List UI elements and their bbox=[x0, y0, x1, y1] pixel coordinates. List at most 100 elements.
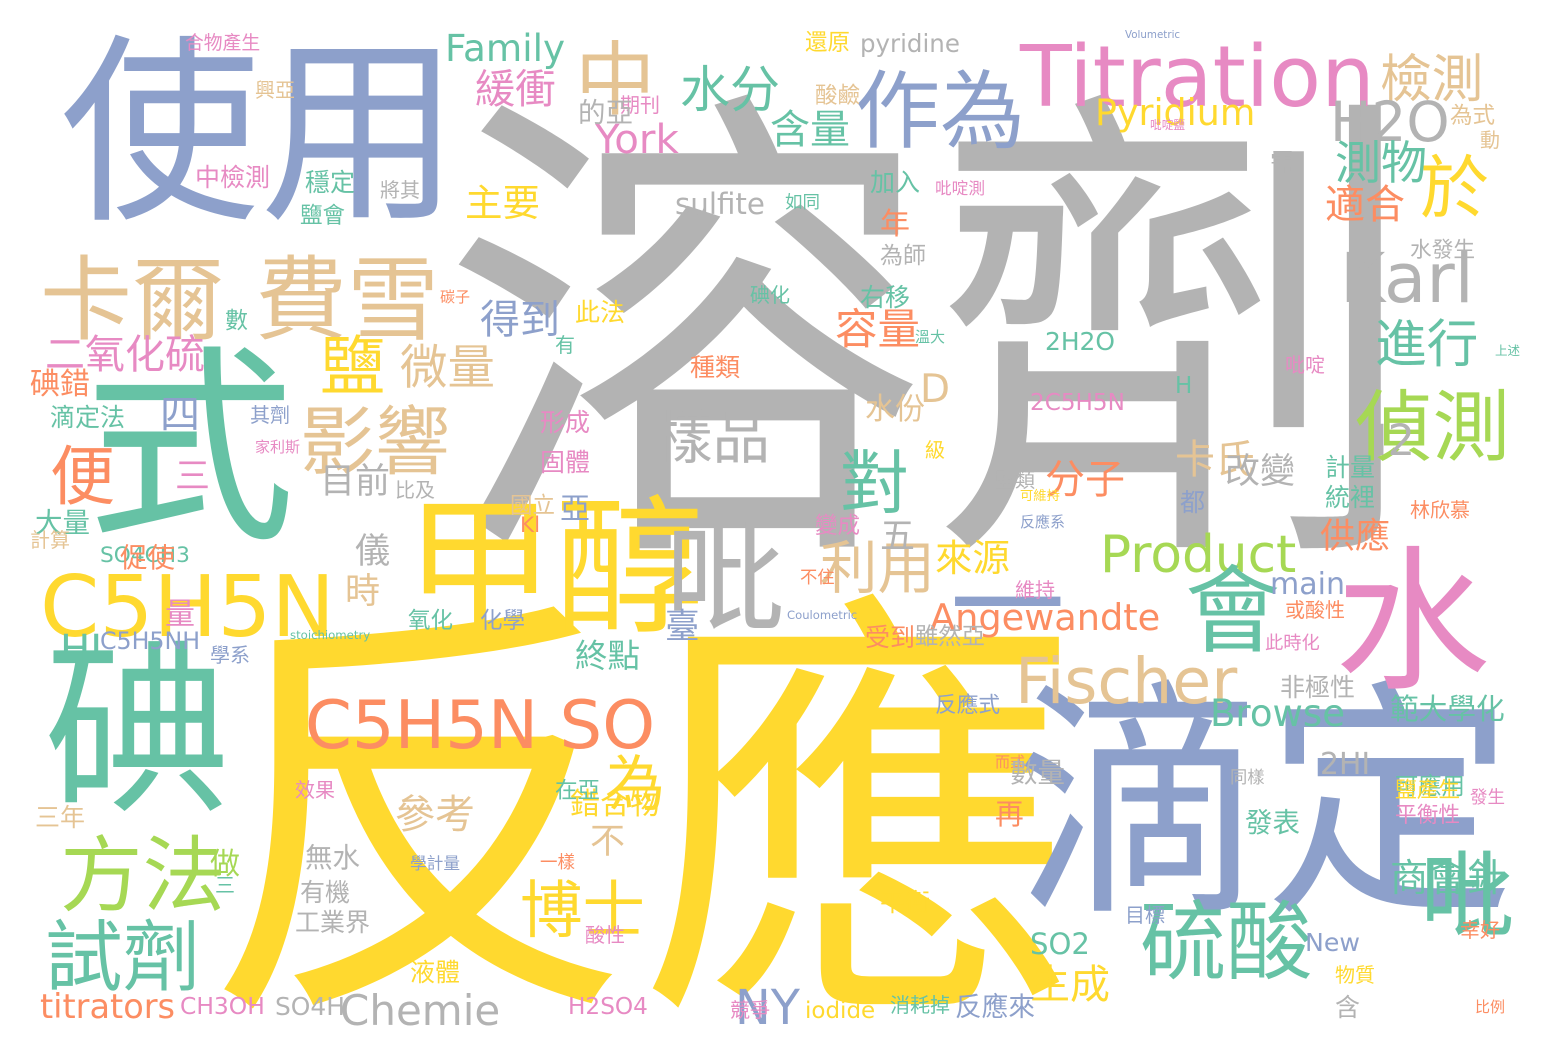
cloud-word: 試劑 bbox=[45, 913, 201, 1003]
cloud-word: 其劑 bbox=[250, 403, 290, 427]
cloud-word: 數量 bbox=[1010, 757, 1065, 789]
cloud-word: 鹽會 bbox=[300, 203, 346, 229]
cloud-word: 發表 bbox=[1245, 807, 1300, 839]
cloud-word: 反應系 bbox=[1020, 513, 1066, 531]
cloud-word: 影響 bbox=[300, 398, 451, 486]
cloud-word: H2SO4 bbox=[568, 993, 648, 1020]
cloud-word: 五 bbox=[880, 517, 916, 557]
cloud-word: 比例 bbox=[1475, 998, 1506, 1016]
cloud-word: 如同 bbox=[785, 193, 820, 213]
cloud-word: 平衡 bbox=[880, 888, 931, 917]
cloud-word: 範大學化 bbox=[1390, 692, 1505, 726]
cloud-word: 化學 bbox=[480, 608, 526, 634]
cloud-word: 2C5H5N bbox=[1030, 390, 1125, 416]
cloud-word: 吡啶鹽 bbox=[1150, 118, 1186, 132]
cloud-word: 目前 bbox=[320, 462, 391, 502]
cloud-word: 三年 bbox=[35, 803, 86, 832]
cloud-word: 方法 bbox=[60, 828, 225, 924]
cloud-word: 對 bbox=[840, 444, 909, 524]
cloud-word: 為師 bbox=[880, 243, 926, 269]
cloud-word: 臺 bbox=[665, 607, 700, 647]
cloud-word: 得到 bbox=[480, 297, 560, 343]
cloud-word: 氧化 bbox=[408, 608, 454, 634]
cloud-word: Volumetric bbox=[1125, 29, 1181, 41]
cloud-word: 吡 bbox=[1420, 842, 1516, 952]
cloud-word: 生成 bbox=[1030, 962, 1110, 1008]
cloud-word: 水發生 bbox=[1410, 238, 1476, 263]
cloud-word: 非極性 bbox=[1280, 673, 1356, 702]
cloud-word: sulfite bbox=[675, 187, 765, 221]
cloud-word: 於 bbox=[1420, 149, 1489, 229]
cloud-word: 受到 bbox=[865, 623, 916, 652]
cloud-word: 期刊 bbox=[620, 93, 660, 117]
cloud-word: C5H5N bbox=[40, 558, 336, 657]
cloud-word: 加入 bbox=[870, 168, 921, 197]
cloud-word: SO2 bbox=[1030, 927, 1090, 961]
cloud-word: 中 bbox=[575, 33, 656, 127]
cloud-word: 滴定法 bbox=[50, 403, 126, 432]
cloud-word: 一 bbox=[950, 540, 1066, 674]
cloud-word: 水份 bbox=[865, 392, 925, 427]
cloud-word: 右移 bbox=[860, 283, 911, 312]
cloud-word: 使用 bbox=[60, 18, 461, 251]
cloud-word: 反應式 bbox=[935, 693, 1001, 718]
cloud-word: 適合 bbox=[1325, 182, 1405, 228]
cloud-word: 液體 bbox=[410, 958, 461, 987]
cloud-word: 酸鹼 bbox=[815, 83, 861, 109]
cloud-word: 上述 bbox=[1495, 343, 1521, 358]
cloud-word: 級 bbox=[925, 438, 945, 462]
cloud-word: HI bbox=[60, 626, 103, 673]
cloud-word: 甲醇 bbox=[405, 482, 704, 656]
cloud-word: 反應 bbox=[200, 564, 1080, 1052]
cloud-word: 不 bbox=[590, 822, 626, 862]
cloud-word: 亞 bbox=[560, 492, 590, 527]
cloud-word: 便 bbox=[50, 440, 116, 515]
cloud-word: 平衡性 bbox=[1395, 803, 1461, 828]
cloud-word: 數 bbox=[225, 308, 248, 334]
cloud-word: 利用 bbox=[820, 535, 935, 602]
cloud-word: SO4H bbox=[275, 992, 345, 1021]
cloud-word: 商會針 bbox=[1390, 856, 1505, 901]
cloud-word: 雖然亞 bbox=[915, 623, 985, 650]
cloud-word: 此法 bbox=[575, 298, 626, 327]
cloud-word: 改變 bbox=[1225, 452, 1296, 492]
cloud-word: 碘 bbox=[45, 624, 230, 840]
cloud-word: 溫大 bbox=[915, 328, 946, 346]
cloud-word: 可維持 bbox=[1020, 489, 1060, 504]
cloud-word: 為 bbox=[605, 750, 665, 820]
cloud-word: C5H5NH bbox=[100, 627, 201, 655]
cloud-word: 一樣 bbox=[540, 853, 575, 873]
cloud-word: Coulometric bbox=[787, 608, 858, 622]
cloud-word: 卡氏 bbox=[1175, 437, 1255, 483]
cloud-word: titrators bbox=[40, 987, 176, 1026]
cloud-word: H bbox=[1175, 373, 1193, 399]
cloud-word: Pyridium bbox=[1095, 91, 1256, 134]
cloud-word: Product bbox=[1100, 525, 1297, 585]
cloud-word: 容量 bbox=[835, 306, 921, 355]
cloud-word: 工業界 bbox=[295, 908, 371, 937]
cloud-word: H2O bbox=[1330, 90, 1450, 154]
cloud-word: 三 bbox=[215, 873, 235, 897]
cloud-word: Family bbox=[445, 26, 566, 70]
cloud-word: 硫酸 bbox=[1140, 893, 1313, 993]
cloud-word: 此時化 bbox=[1265, 633, 1320, 654]
cloud-word: 酸性 bbox=[585, 923, 625, 947]
cloud-word: iodide bbox=[805, 998, 876, 1024]
cloud-word: 含量 bbox=[770, 107, 850, 153]
cloud-word: 鹽類 bbox=[995, 468, 1035, 492]
cloud-word: Titration bbox=[1020, 27, 1375, 126]
cloud-word: 終點 bbox=[575, 637, 641, 675]
cloud-word: 競爭 bbox=[730, 998, 770, 1022]
cloud-word: 無水 bbox=[305, 842, 360, 874]
cloud-word: Fischer bbox=[1015, 644, 1238, 718]
cloud-word: 為式 bbox=[1450, 103, 1496, 129]
cloud-word: main bbox=[1270, 567, 1345, 602]
cloud-word: 發生 bbox=[1470, 788, 1505, 808]
cloud-word: 在亞 bbox=[555, 778, 601, 804]
cloud-word: 檢測 bbox=[1380, 50, 1484, 110]
cloud-word: 比及 bbox=[395, 478, 435, 502]
cloud-word: 含 bbox=[1335, 993, 1361, 1022]
cloud-word: 溶劑 bbox=[440, 54, 1420, 625]
cloud-word: 吡啶 bbox=[1285, 353, 1325, 377]
